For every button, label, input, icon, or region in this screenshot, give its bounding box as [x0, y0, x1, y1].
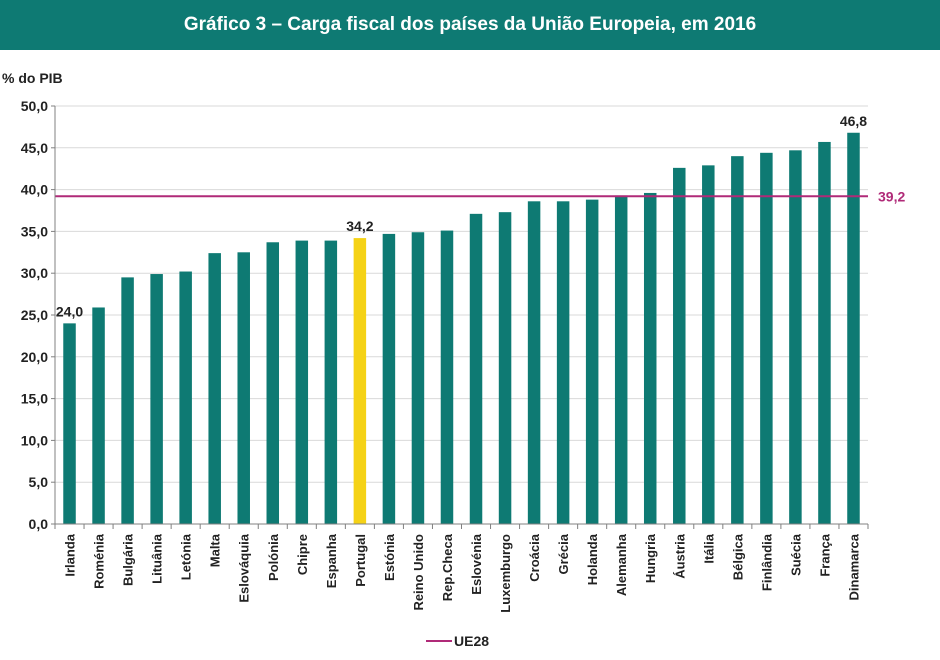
legend: UE28 — [426, 633, 489, 649]
reference-line-group: 39,2 — [55, 188, 905, 204]
y-tick-label: 30,0 — [21, 265, 48, 281]
y-tick-labels: 0,0 5,0 10,0 15,0 20,0 25,0 30,0 35,0 40,0 45,0 50… — [21, 98, 48, 532]
data-labels: 24,0 34,2 46,8 — [56, 113, 867, 320]
legend-label-ue28: UE28 — [454, 633, 489, 649]
bar-irlanda — [63, 323, 76, 524]
bar-holanda — [585, 199, 599, 524]
x-tick-label: Eslovénia — [469, 533, 484, 594]
bar-pol-nia — [266, 242, 280, 524]
x-tick-label: Croácia — [527, 533, 542, 581]
bar-let-nia — [179, 271, 192, 524]
bar-litu-nia — [150, 274, 163, 524]
data-label: 34,2 — [346, 218, 373, 234]
x-tick-labels: Irlanda Roménia Bulgária Lituânia Letónia Mal… — [63, 533, 862, 613]
bar-fran-a — [818, 141, 831, 524]
x-tick-label: Lituânia — [150, 533, 165, 584]
y-tick-label: 5,0 — [29, 474, 49, 490]
y-tick-label: 35,0 — [21, 223, 48, 239]
bar-luxemburgo — [498, 212, 512, 524]
x-tick-label: Reino Unido — [411, 534, 426, 611]
y-tick-label: 25,0 — [21, 307, 48, 323]
bar-alemanha — [614, 195, 628, 524]
bar--ustria — [673, 167, 686, 524]
y-tick-label: 50,0 — [21, 98, 48, 114]
bar-reino-unido — [411, 232, 425, 524]
bar-rep-checa — [440, 230, 454, 524]
bars — [63, 132, 860, 525]
bar-espanha — [324, 240, 338, 524]
title-bar — [0, 0, 940, 50]
bar-cro-cia — [527, 201, 541, 524]
x-tick-label: Estónia — [382, 533, 397, 581]
y-tick-label: 15,0 — [21, 391, 48, 407]
x-tick-label: Holanda — [585, 533, 600, 585]
bar-finl-ndia — [760, 152, 773, 525]
x-tick-label: Espanha — [324, 533, 339, 588]
x-tick-label: Finlândia — [759, 533, 774, 591]
y-tick-label: 20,0 — [21, 349, 48, 365]
y-tick-label: 0,0 — [29, 516, 49, 532]
x-tick-label: Hungria — [643, 533, 658, 583]
chart-title: Gráfico 3 – Carga fiscal dos países da U… — [183, 14, 757, 35]
x-tick-label: Eslováquia — [237, 533, 252, 602]
x-tick-label: França — [817, 533, 832, 576]
data-label: 24,0 — [56, 303, 83, 319]
y-tick-label: 10,0 — [21, 432, 48, 448]
y-tick-label: 40,0 — [21, 182, 48, 198]
bar-rom-nia — [92, 307, 105, 524]
x-tick-label: Portugal — [353, 534, 368, 587]
y-tick-label: 45,0 — [21, 140, 48, 156]
x-tick-label: Grécia — [556, 533, 571, 574]
bar-su-cia — [789, 150, 802, 525]
x-tick-label: Polónia — [266, 533, 281, 581]
bar-gr-cia — [556, 201, 570, 524]
bar-hungria — [643, 192, 657, 524]
y-axis-label: % do PIB — [2, 70, 63, 86]
bar-bulg-ria — [121, 277, 134, 524]
x-tick-label: Bélgica — [730, 533, 745, 580]
x-tick-label: Alemanha — [614, 533, 629, 596]
bar-chipre — [295, 240, 309, 524]
bar-dinamarca — [847, 132, 860, 524]
x-tick-label: Luxemburgo — [498, 534, 513, 613]
bar-eslov-quia — [237, 252, 250, 525]
bar-b-lgica — [731, 156, 744, 524]
bar-est-nia — [382, 233, 396, 524]
x-tick-label: Chipre — [295, 534, 310, 575]
x-tick-label: Itália — [701, 533, 716, 563]
x-tick-label: Áustria — [672, 533, 687, 579]
x-tick-label: Rep.Checa — [440, 533, 455, 601]
x-tick-label: Suécia — [788, 533, 803, 576]
bar-malta — [208, 253, 221, 525]
x-tick-label: Irlanda — [63, 533, 78, 576]
x-tick-label: Roménia — [92, 533, 107, 589]
x-tick-label: Letónia — [179, 533, 194, 580]
gridlines — [51, 105, 869, 529]
bar-portugal — [353, 238, 367, 524]
data-label: 46,8 — [840, 113, 867, 129]
reference-line-label: 39,2 — [878, 188, 905, 204]
x-tick-label: Bulgária — [121, 533, 136, 586]
bar-it-lia — [702, 165, 715, 524]
x-tick-label: Dinamarca — [846, 533, 861, 600]
bar-eslov-nia — [469, 213, 483, 524]
x-tick-label: Malta — [208, 533, 223, 567]
